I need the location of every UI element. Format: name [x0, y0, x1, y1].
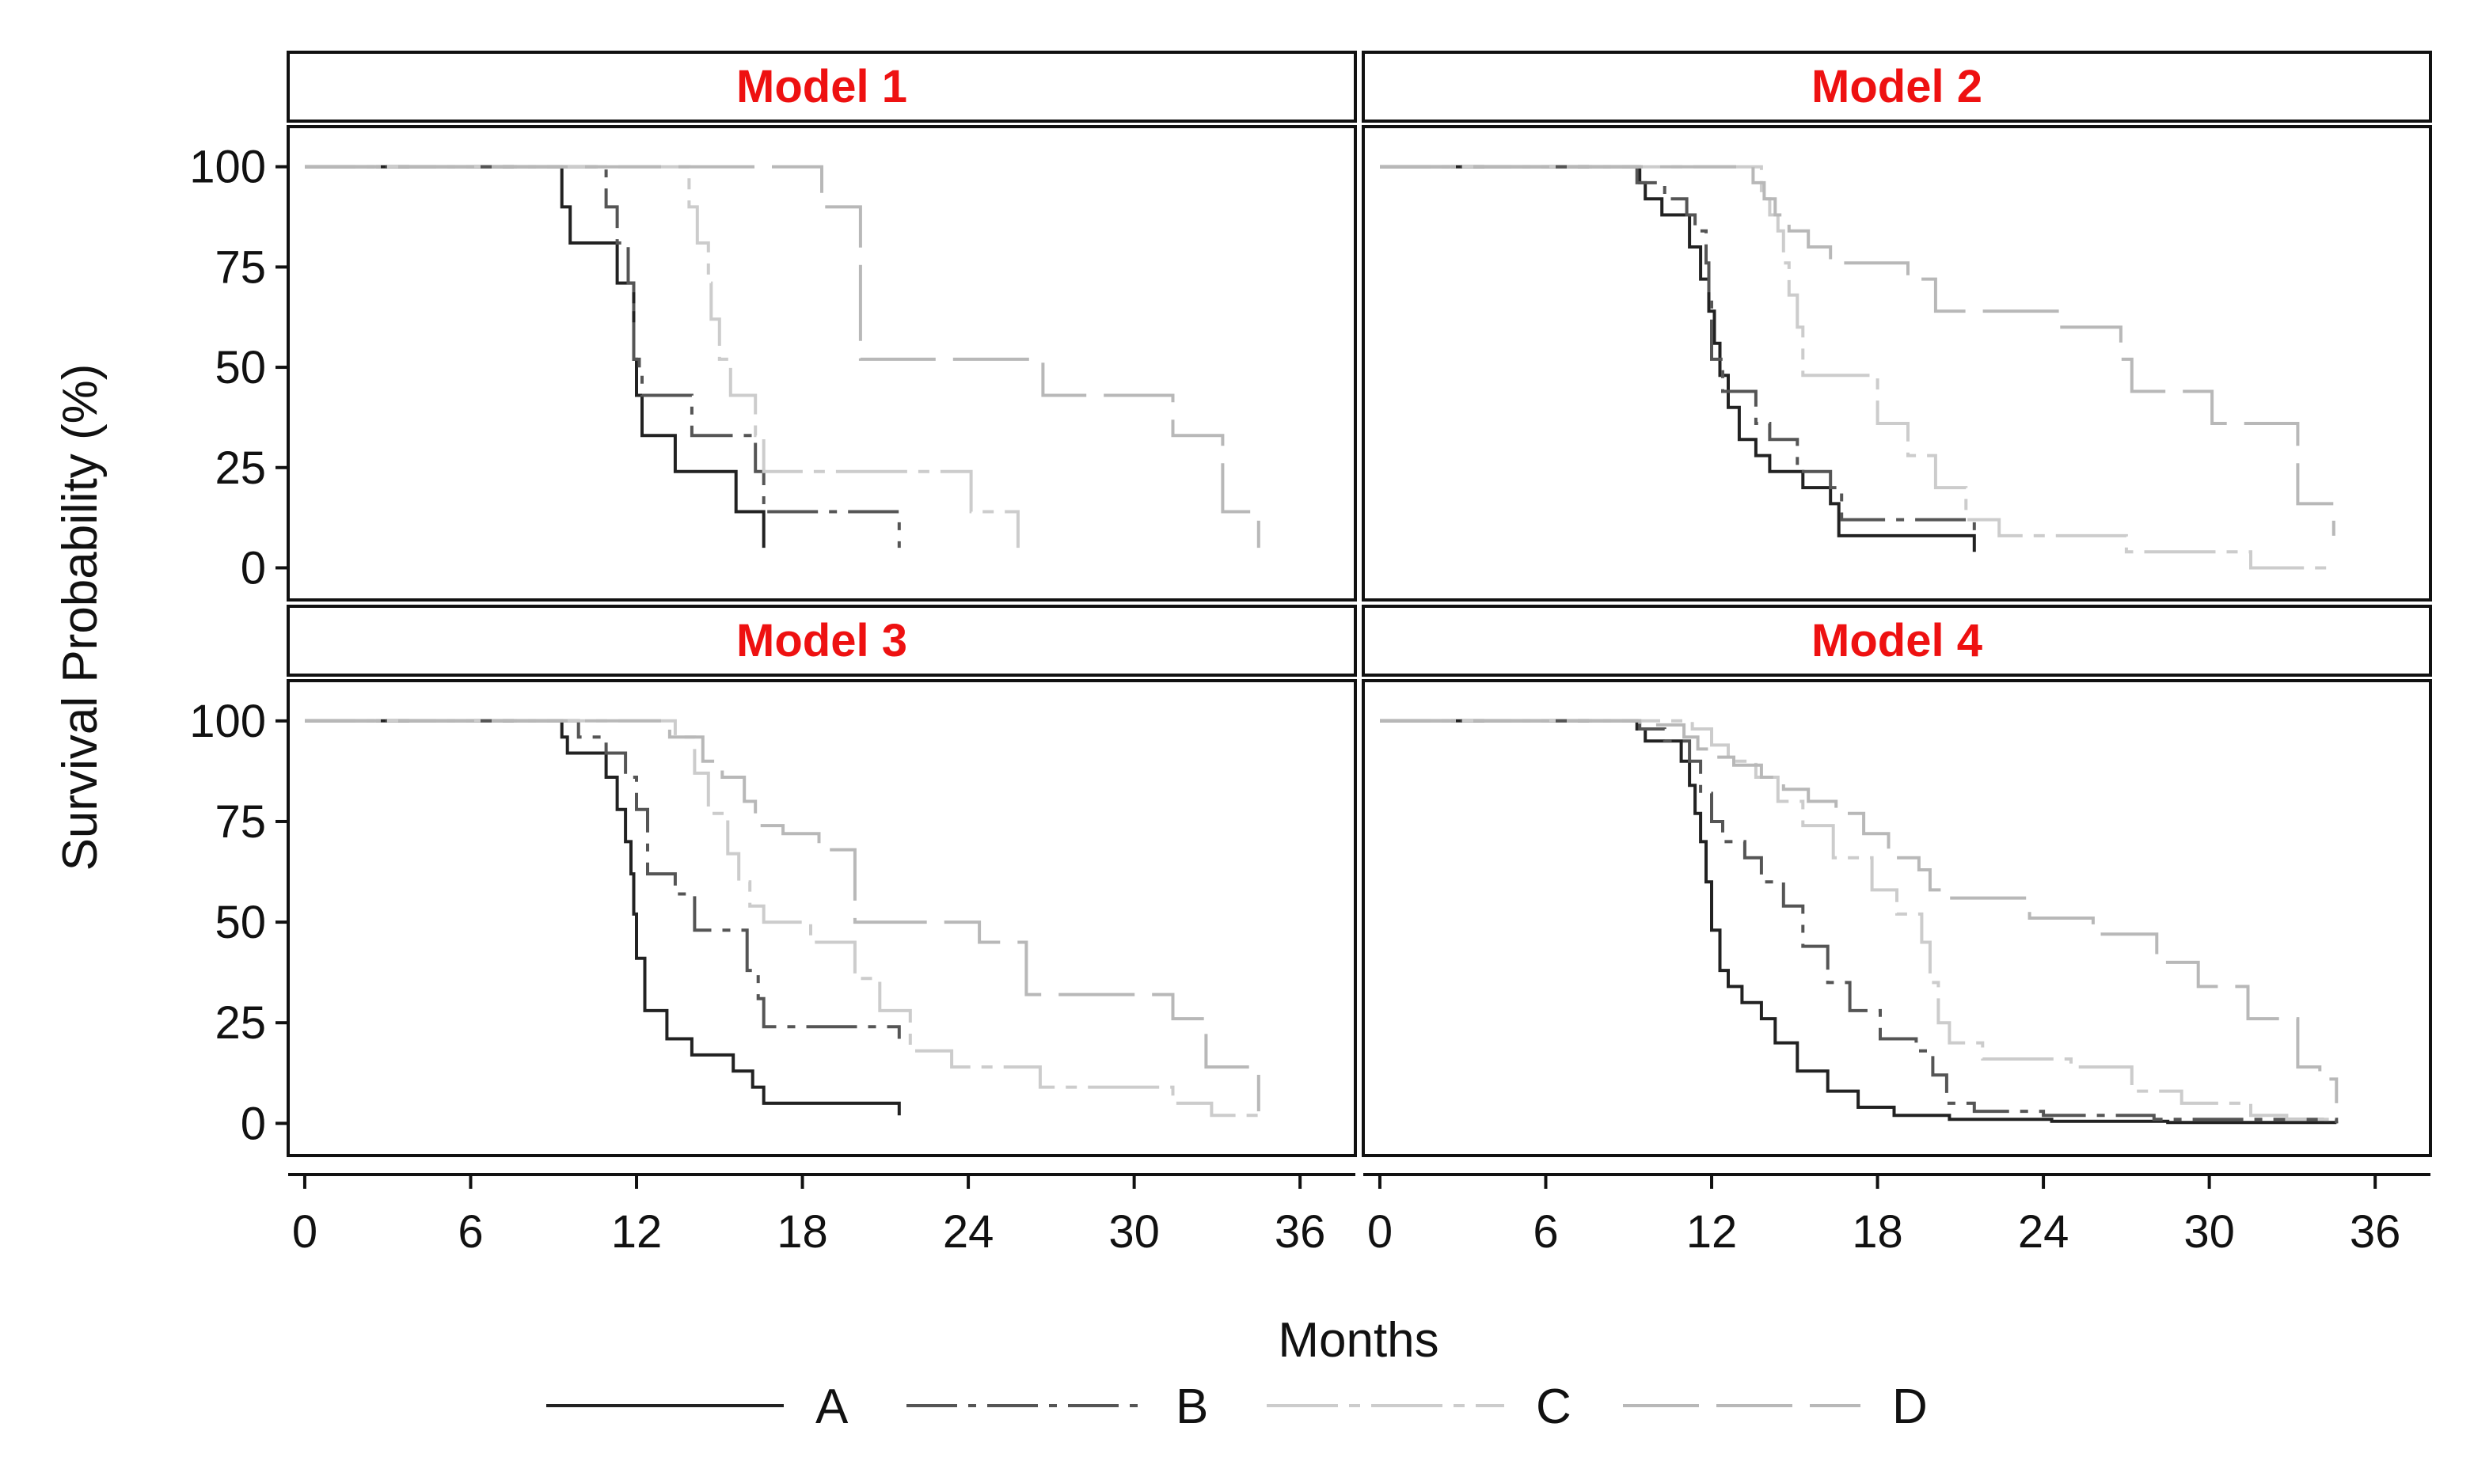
x-tick-label: 18 [1852, 1206, 1903, 1258]
x-axis-1: 0 6 12 18 24 30 36 [288, 1173, 1355, 1258]
plot-frame [287, 679, 1357, 1157]
plot-frame [287, 125, 1357, 602]
curves [1380, 719, 2339, 1125]
y-tick-label: 0 [241, 542, 266, 594]
series-d-curve [305, 719, 1260, 1112]
series-c-curve [305, 165, 1020, 548]
legend-label: C [1536, 1380, 1571, 1434]
panel-4: Model 4 [1362, 605, 2432, 1157]
panel-2: Model 2 [1362, 51, 2432, 602]
x-tick-label: 12 [611, 1206, 663, 1258]
legend-item-b: B [906, 1380, 1208, 1434]
x-tick-label: 6 [1533, 1206, 1558, 1258]
x-tick-label: 12 [1686, 1206, 1738, 1258]
panels-layer: Model 1 0 25 50 75 100 Model 2 Model 3 0 25 50 75 10… [189, 51, 2432, 1157]
x-tick-label: 18 [777, 1206, 828, 1258]
y-tick-label: 50 [215, 342, 266, 393]
panel-strip [1362, 605, 2432, 677]
legend-item-c: C [1267, 1380, 1571, 1434]
x-tick-label: 0 [1367, 1206, 1393, 1258]
series-b-curve [1380, 719, 2339, 1124]
panel-title: Model 1 [736, 61, 907, 112]
curves [1380, 165, 2335, 570]
panel-strip [287, 51, 1357, 123]
x-tick-label: 30 [2183, 1206, 2235, 1258]
y-axis-title: Survival Probability (%) [53, 364, 108, 871]
legend-label: D [1892, 1380, 1928, 1434]
legend-item-d: D [1623, 1380, 1928, 1434]
curves [305, 719, 1260, 1124]
series-c-curve [1380, 719, 2335, 1124]
series-d-curve [305, 165, 1260, 548]
series-b-curve [1380, 165, 1976, 536]
legend-item-a: A [546, 1380, 849, 1434]
legend-label: B [1176, 1380, 1208, 1434]
y-tick-label: 75 [215, 241, 266, 293]
x-tick-label: 6 [458, 1206, 483, 1258]
panel-title: Model 4 [1811, 615, 1982, 666]
panel-strip [1362, 51, 2432, 123]
y-axis: 0 25 50 75 100 [189, 696, 288, 1149]
y-tick-label: 0 [241, 1098, 266, 1149]
axes-layer: 0 6 12 18 24 30 36 0 6 12 18 24 30 36 [288, 1173, 2430, 1258]
series-c-curve [305, 719, 1260, 1124]
legend-label: A [815, 1380, 849, 1434]
y-tick-label: 25 [215, 997, 266, 1049]
panel-1: Model 1 0 25 50 75 100 [189, 51, 1357, 602]
y-axis: 0 25 50 75 100 [189, 142, 288, 594]
series-d-curve [1380, 165, 2335, 536]
plot-frame [1362, 125, 2432, 602]
x-tick-label: 24 [2018, 1206, 2069, 1258]
panel-title: Model 2 [1811, 61, 1982, 112]
x-tick-label: 36 [1275, 1206, 1326, 1258]
y-tick-label: 100 [189, 696, 266, 747]
x-tick-label: 30 [1108, 1206, 1160, 1258]
y-tick-label: 75 [215, 796, 266, 848]
series-a-curve [1380, 165, 1976, 552]
panel-3: Model 3 0 25 50 75 100 [189, 605, 1357, 1157]
x-tick-label: 0 [292, 1206, 317, 1258]
panel-strip [287, 605, 1357, 677]
x-tick-label: 24 [943, 1206, 994, 1258]
y-tick-label: 100 [189, 142, 266, 193]
x-axis-title: Months [1278, 1313, 1438, 1368]
plot-frame [1362, 679, 2432, 1157]
y-tick-label: 25 [215, 442, 266, 494]
x-tick-label: 36 [2350, 1206, 2401, 1258]
x-axis-2: 0 6 12 18 24 30 36 [1363, 1173, 2430, 1258]
curves [305, 165, 1260, 548]
series-b-curve [305, 719, 901, 1039]
panel-title: Model 3 [736, 615, 907, 666]
series-b-curve [305, 165, 901, 548]
legend: A B C D [546, 1380, 1928, 1434]
y-tick-label: 50 [215, 897, 266, 948]
